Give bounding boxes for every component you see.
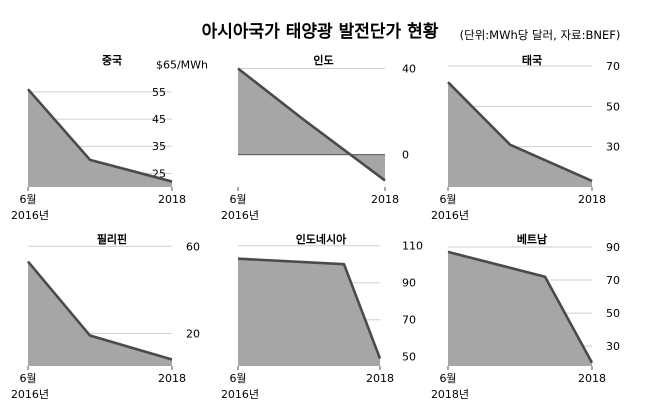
y-unit-label: $65/MWh — [156, 59, 208, 72]
series-line — [447, 250, 594, 364]
panel-title: 필리핀 — [97, 232, 127, 246]
x-tick-label: 2018 — [158, 193, 186, 206]
x-tick-label: 6월 — [229, 372, 246, 385]
y-tick-label: 20 — [186, 327, 200, 340]
series-area — [28, 89, 172, 187]
y-tick-label: 90 — [606, 241, 620, 254]
series-line — [237, 257, 382, 360]
series-line — [237, 67, 386, 182]
y-tick-label: 70 — [606, 60, 620, 73]
x-tick-label: 6월 — [19, 372, 36, 385]
y-tick-label: 70 — [402, 314, 416, 327]
y-tick-label: 55 — [152, 86, 166, 99]
panel-title: 중국 — [102, 54, 122, 67]
y-tick-label: 35 — [152, 140, 166, 153]
y-tick-label: 50 — [606, 100, 620, 113]
x-tick-label: 2018 — [371, 193, 399, 206]
y-tick-label: 40 — [402, 62, 416, 75]
series-line — [27, 260, 173, 361]
x-tick-label: 6월 — [439, 372, 456, 385]
series-area — [28, 261, 172, 366]
x-tick-label: 2018 — [578, 193, 606, 206]
year-label: 2016년 — [11, 209, 49, 222]
series-area — [238, 68, 385, 181]
y-tick-label: 50 — [606, 307, 620, 320]
series-line — [447, 81, 593, 183]
series-area — [448, 251, 592, 366]
y-tick-label: 70 — [606, 274, 620, 287]
y-tick-label: 0 — [402, 149, 409, 162]
x-tick-label: 2018 — [578, 372, 606, 385]
panel-title: 태국 — [522, 53, 542, 67]
year-label: 2016년 — [11, 388, 49, 401]
chart-title: 아시아국가 태양광 발전단가 현황 — [202, 22, 439, 42]
panel-title: 인도네시아 — [296, 232, 347, 246]
panel-6: 30 50 70 90 베트남 6월 2018 2018년 — [431, 232, 620, 401]
y-tick-label: 50 — [402, 351, 416, 364]
x-tick-label: 2018 — [158, 372, 186, 385]
chart-source-note: (단위:MWh당 달러, 자료:BNEF) — [460, 28, 621, 42]
y-tick-label: 45 — [152, 113, 166, 126]
x-tick-label: 6월 — [439, 193, 456, 206]
series-line — [27, 88, 173, 183]
y-tick-label: 110 — [402, 240, 423, 253]
panel-title: 베트남 — [517, 232, 547, 246]
year-label: 2016년 — [221, 209, 259, 222]
panel-3: 30 50 70 태국 6월 2018 2016년 — [431, 53, 620, 222]
y-tick-label: 30 — [606, 141, 620, 154]
x-tick-label: 6월 — [19, 193, 36, 206]
year-label: 2016년 — [431, 209, 469, 222]
year-label: 2016년 — [221, 388, 259, 401]
x-tick-label: 6월 — [229, 193, 246, 206]
panel-4: 20 60 필리핀 6월 2018 2016년 — [11, 232, 200, 401]
series-area — [238, 258, 380, 366]
y-tick-label: 30 — [606, 340, 620, 353]
series-area — [448, 82, 592, 187]
panel-title: 인도 — [313, 53, 333, 67]
y-tick-label: 60 — [186, 240, 200, 253]
panel-2: 0 40 인도 6월 2018 2016년 — [221, 53, 416, 222]
x-tick-label: 2018 — [366, 372, 394, 385]
y-tick-label: 90 — [402, 277, 416, 290]
panel-5: 50 70 90 110 인도네시아 6월 2018 2016년 — [221, 232, 423, 401]
year-label: 2018년 — [431, 388, 469, 401]
